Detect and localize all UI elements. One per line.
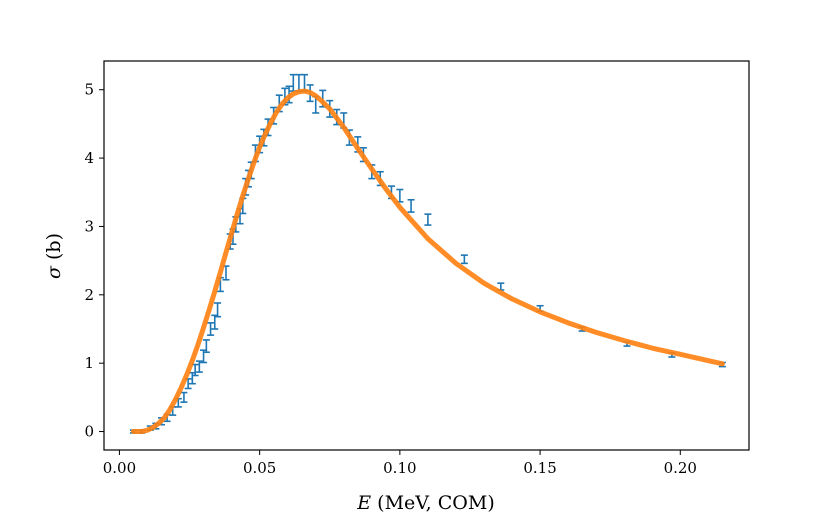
y-tick-label: 1 [84, 354, 94, 372]
plot-layer [129, 73, 726, 435]
data-point [202, 339, 210, 354]
y-tick-label: 0 [84, 423, 94, 441]
data-point [289, 73, 297, 92]
data-point [180, 391, 188, 403]
data-point [295, 73, 303, 92]
y-axis-title: σ (b) [43, 233, 65, 279]
data-point [407, 198, 415, 213]
data-point [207, 322, 215, 336]
x-axis-title: E (MeV, COM) [356, 492, 495, 514]
y-tick-label: 2 [84, 286, 94, 304]
data-point [214, 302, 222, 318]
y-axis-symbol: σ [43, 265, 65, 279]
data-point [195, 360, 203, 373]
x-axis-label: (MeV, COM) [371, 492, 495, 514]
x-tick-label: 0.05 [243, 459, 276, 477]
x-axis-symbol: E [356, 492, 371, 514]
x-ticks: 0.00 0.05 0.10 0.15 0.20 [103, 450, 697, 477]
y-axis-label: (b) [43, 233, 65, 266]
axes-frame [103, 60, 750, 451]
fit-curve [130, 88, 725, 435]
data-point [460, 254, 468, 265]
y-tick-label: 4 [84, 149, 94, 167]
y-tick-label: 3 [84, 217, 94, 235]
x-tick-label: 0.15 [523, 459, 556, 477]
data-point [424, 213, 432, 226]
x-tick-label: 0.20 [664, 459, 697, 477]
y-tick-label: 5 [84, 81, 94, 99]
y-ticks: 0 1 2 3 4 5 [84, 81, 104, 441]
x-tick-label: 0.00 [103, 459, 136, 477]
x-tick-label: 0.10 [383, 459, 416, 477]
